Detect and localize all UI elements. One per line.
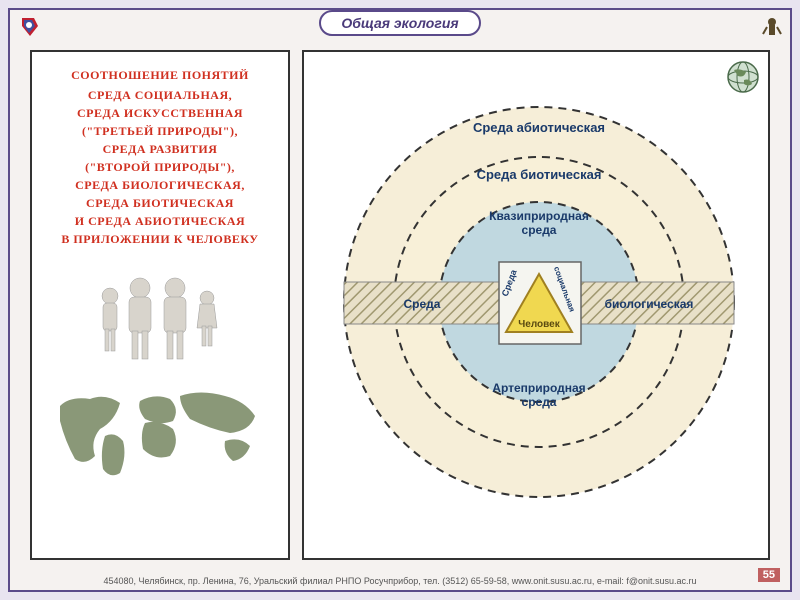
- text-line: В ПРИЛОЖЕНИИ К ЧЕЛОВЕКУ: [61, 230, 258, 248]
- text-line: СРЕДА БИОЛОГИЧЕСКАЯ,: [61, 176, 258, 194]
- concentric-diagram: Среда абиотическая Среда биотическая Ква…: [304, 52, 774, 552]
- ring-label: Квазиприродная: [489, 209, 589, 223]
- text-line: СРЕДА БИОТИЧЕСКАЯ: [61, 194, 258, 212]
- band-label-left: Среда: [404, 297, 441, 311]
- text-line: СРЕДА ИСКУССТВЕННАЯ: [61, 104, 258, 122]
- ring-label: среда: [522, 395, 557, 409]
- text-line: СРЕДА СОЦИАЛЬНАЯ,: [61, 86, 258, 104]
- ring-label: Среда абиотическая: [473, 120, 605, 135]
- heading-line: СООТНОШЕНИЕ ПОНЯТИЙ: [61, 66, 258, 84]
- people-icon: [85, 276, 235, 371]
- text-line: ("ТРЕТЬЕЙ ПРИРОДЫ"),: [61, 122, 258, 140]
- footer-text: 454080, Челябинск, пр. Ленина, 76, Ураль…: [30, 576, 770, 586]
- ring-label: среда: [522, 223, 557, 237]
- text-line: СРЕДА РАЗВИТИЯ: [61, 140, 258, 158]
- main-frame: Общая экология СООТНОШЕНИЕ ПОНЯТИЙ СРЕДА…: [8, 8, 792, 592]
- content-area: СООТНОШЕНИЕ ПОНЯТИЙ СРЕДА СОЦИАЛЬНАЯ, СР…: [30, 50, 770, 560]
- ring-label: Среда биотическая: [477, 167, 602, 182]
- logo-right-icon: [760, 14, 784, 43]
- text-line: ("ВТОРОЙ ПРИРОДЫ"),: [61, 158, 258, 176]
- header: Общая экология: [10, 8, 790, 38]
- ring-label: Артеприродная: [492, 381, 585, 395]
- page-number: 55: [758, 568, 780, 582]
- world-map-icon: [45, 381, 275, 496]
- text-line: И СРЕДА АБИОТИЧЕСКАЯ: [61, 212, 258, 230]
- right-panel: Среда абиотическая Среда биотическая Ква…: [302, 50, 770, 560]
- left-panel: СООТНОШЕНИЕ ПОНЯТИЙ СРЕДА СОЦИАЛЬНАЯ, СР…: [30, 50, 290, 560]
- logo-left-icon: [16, 14, 42, 45]
- left-text-block: СООТНОШЕНИЕ ПОНЯТИЙ СРЕДА СОЦИАЛЬНАЯ, СР…: [61, 66, 258, 248]
- page-title: Общая экология: [319, 10, 480, 36]
- band-label-right: биологическая: [605, 297, 694, 311]
- triangle-label: Человек: [518, 319, 560, 330]
